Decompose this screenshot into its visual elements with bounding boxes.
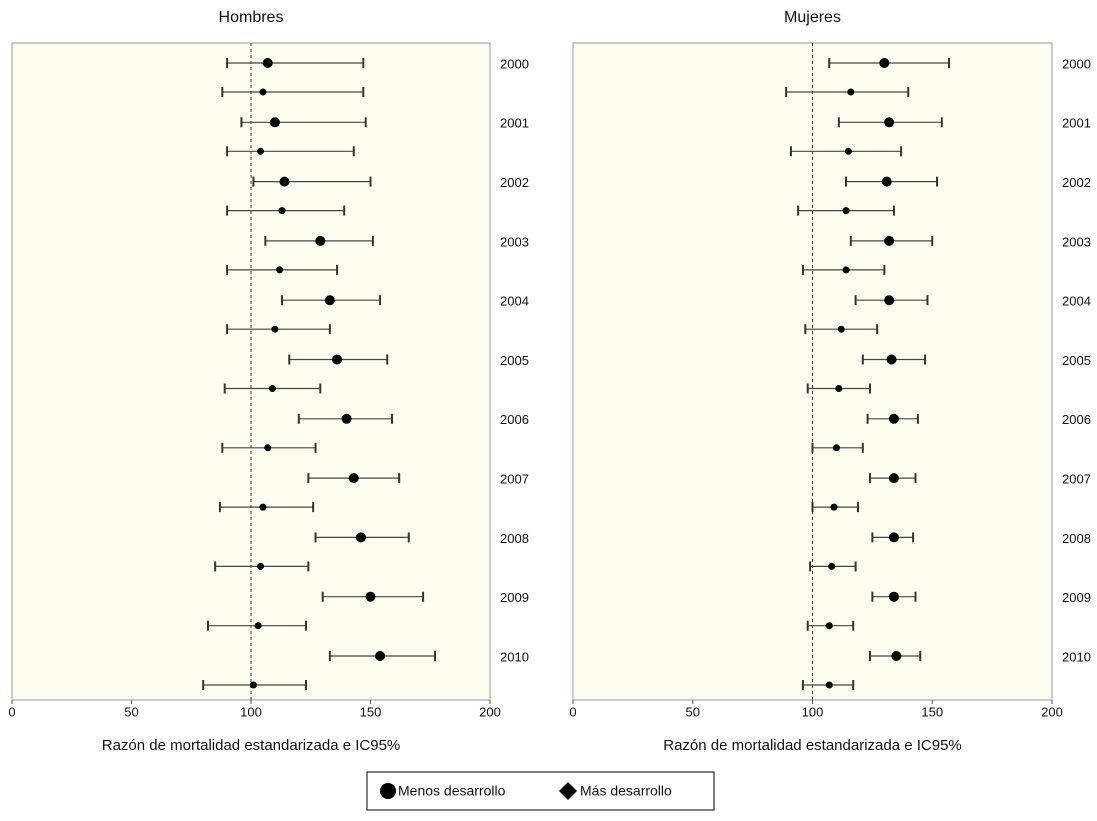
panel-title: Mujeres	[784, 9, 841, 26]
point-estimate	[891, 651, 902, 661]
point-estimate	[341, 413, 352, 424]
y-category-label: 2003	[1062, 234, 1091, 249]
point-estimate	[828, 562, 836, 570]
point-estimate	[332, 354, 343, 365]
point-estimate	[884, 117, 895, 128]
point-estimate	[825, 681, 833, 689]
legend-box	[366, 771, 715, 811]
point-estimate	[264, 444, 272, 452]
point-estimate	[842, 266, 850, 274]
x-axis-label: Razón de mortalidad estandarizada e IC95…	[663, 737, 962, 754]
point-estimate	[888, 413, 899, 424]
x-tick-label: 150	[921, 704, 943, 719]
point-estimate	[886, 354, 897, 365]
point-estimate	[278, 207, 286, 215]
point-estimate	[835, 385, 843, 392]
point-estimate	[837, 325, 845, 333]
point-estimate	[324, 295, 335, 306]
legend-marker	[559, 782, 577, 800]
y-category-label: 2010	[1062, 649, 1091, 664]
point-estimate	[257, 147, 265, 155]
y-category-label: 2003	[500, 234, 529, 249]
y-category-label: 2001	[500, 116, 529, 131]
x-tick-label: 100	[240, 704, 262, 719]
point-estimate	[842, 207, 850, 215]
x-tick-label: 0	[8, 704, 15, 719]
y-category-label: 2004	[1062, 294, 1091, 309]
point-estimate	[365, 591, 376, 602]
point-estimate	[348, 473, 359, 484]
legend-marker	[380, 783, 396, 799]
y-category-label: 2005	[500, 353, 529, 368]
point-estimate	[315, 235, 326, 246]
point-estimate	[269, 385, 277, 392]
point-estimate	[881, 176, 892, 187]
point-estimate	[888, 473, 899, 484]
point-estimate	[257, 562, 265, 570]
point-estimate	[832, 444, 840, 452]
y-category-label: 2006	[500, 412, 529, 427]
y-category-label: 2000	[1062, 56, 1091, 71]
y-category-label: 2005	[1062, 353, 1091, 368]
y-category-label: 2009	[500, 590, 529, 605]
x-tick-label: 150	[360, 704, 382, 719]
point-estimate	[879, 58, 890, 68]
point-estimate	[279, 176, 290, 187]
point-estimate	[847, 88, 855, 96]
legend-label: Más desarrollo	[580, 783, 672, 799]
x-axis-label: Razón de mortalidad estandarizada e IC95…	[102, 737, 401, 754]
point-estimate	[249, 681, 257, 689]
y-category-label: 2008	[500, 531, 529, 546]
y-category-label: 2001	[1062, 116, 1091, 131]
point-estimate	[259, 88, 267, 96]
y-category-label: 2000	[500, 56, 529, 71]
point-estimate	[269, 117, 280, 128]
point-estimate	[355, 532, 366, 543]
point-estimate	[276, 266, 284, 274]
y-category-label: 2008	[1062, 531, 1091, 546]
y-category-label: 2010	[500, 649, 529, 664]
x-tick-label: 50	[686, 704, 700, 719]
x-tick-label: 50	[124, 704, 138, 719]
point-estimate	[888, 591, 899, 602]
point-estimate	[830, 503, 838, 511]
y-category-label: 2002	[500, 175, 529, 190]
x-tick-label: 200	[479, 704, 501, 719]
y-category-label: 2006	[1062, 412, 1091, 427]
point-estimate	[262, 58, 273, 68]
y-category-label: 2009	[1062, 590, 1091, 605]
x-tick-label: 100	[802, 704, 824, 719]
point-estimate	[884, 235, 895, 246]
point-estimate	[254, 622, 262, 630]
point-estimate	[888, 532, 899, 543]
point-estimate	[375, 651, 386, 661]
point-estimate	[825, 622, 833, 630]
y-category-label: 2002	[1062, 175, 1091, 190]
y-category-label: 2007	[1062, 472, 1091, 487]
y-category-label: 2004	[500, 294, 529, 309]
x-tick-label: 0	[569, 704, 576, 719]
panel-title: Hombres	[219, 9, 284, 26]
y-category-label: 2007	[500, 472, 529, 487]
point-estimate	[844, 147, 852, 155]
point-estimate	[271, 325, 279, 333]
x-tick-label: 200	[1041, 704, 1063, 719]
point-estimate	[884, 295, 895, 306]
point-estimate	[259, 503, 267, 511]
legend-label: Menos desarrollo	[398, 783, 506, 799]
